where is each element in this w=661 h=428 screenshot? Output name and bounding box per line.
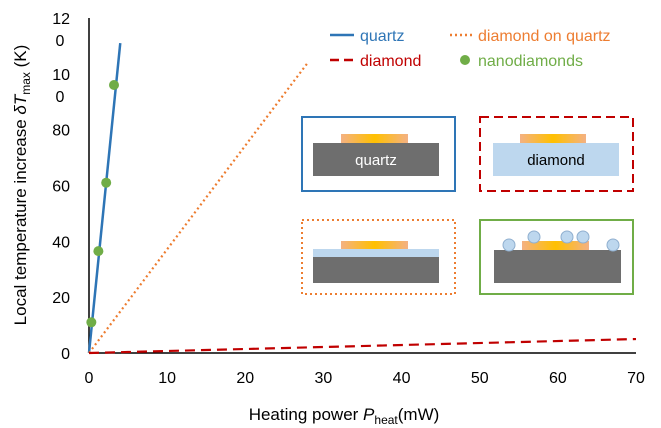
y-axis-label-main: Local temperature increase [11,115,30,326]
x-tick-label: 0 [85,370,94,387]
y-tick-label: 60 [52,179,70,196]
inset-diamond: diamond [479,116,634,192]
x-axis-label-sub: heat [374,413,398,427]
y-tick-label-wrap: 0 [56,33,65,50]
data-point-nanodiamonds [93,246,104,257]
x-axis-label: Heating power Pheat(mW) [249,405,440,427]
y-tick-label: 10 [52,67,70,84]
inset-nd-particle [606,238,620,252]
inset-quartz-heater [341,134,408,143]
x-tick-label: 30 [315,370,333,387]
y-tick-label: 0 [61,346,70,363]
x-axis-label-var: P [363,405,375,424]
y-tick-label: 12 [52,11,70,28]
y-axis-label: Local temperature increase δTmax (K) [11,45,33,326]
x-tick-label: 60 [549,370,567,387]
data-point-nanodiamonds [86,317,97,328]
x-axis-label-unit: (mW) [398,405,440,424]
inset-nd-particle [502,238,516,252]
inset-diamond-label: diamond [527,152,585,169]
series-line-quartz [87,42,122,354]
x-axis-label-main: Heating power [249,405,363,424]
inset-diamond-substrate [493,143,619,176]
inset-doq-diamond-layer [313,249,439,257]
inset-nd-particle [560,230,574,244]
legend: quartz diamond on quartz diamond nanodia… [330,28,611,70]
legend-label-quartz: quartz [360,28,404,45]
y-axis-label-var: δT [11,93,30,114]
y-tick-labels: 0 20 40 60 80 10 12 0 0 [52,11,70,363]
inset-quartz-label: quartz [355,152,397,169]
x-tick-label: 40 [393,370,411,387]
inset-nd-particle [527,230,541,244]
legend-label-diamond-on-quartz: diamond on quartz [478,28,611,45]
inset-doq-substrate [313,257,439,283]
inset-diamond-on-quartz [301,219,456,295]
y-tick-label: 20 [52,290,70,307]
data-point-nanodiamonds [101,177,112,188]
legend-label-nanodiamonds: nanodiamonds [478,53,583,70]
inset-doq-heater [341,241,408,249]
inset-nd-substrate [494,250,621,283]
y-tick-label: 40 [52,234,70,251]
data-point-nanodiamonds [109,80,120,90]
x-tick-label: 20 [236,370,254,387]
series-line-diamond-on-quartz [88,62,309,354]
legend-swatch-nanodiamonds [460,55,470,65]
plot-area [88,18,636,354]
y-axis-label-sub: max [19,72,33,95]
x-tick-labels: 0 10 20 30 40 50 60 70 [85,370,645,387]
y-axis-label-unit: (K) [11,45,30,72]
schematic-insets: quartz diamond [301,116,634,295]
legend-label-diamond: diamond [360,53,421,70]
y-tick-label: 80 [52,123,70,140]
x-tick-label: 70 [627,370,645,387]
inset-quartz-substrate [313,143,439,176]
inset-nd-particle [576,230,590,244]
inset-nanodiamonds [479,219,634,295]
series-layer [86,42,637,355]
inset-diamond-heater [520,134,586,143]
inset-quartz: quartz [301,116,456,192]
inset-nd-heater [522,241,589,250]
x-tick-label: 10 [158,370,176,387]
y-tick-label-wrap: 0 [56,89,65,106]
series-line-diamond [88,337,637,355]
x-tick-label: 50 [471,370,489,387]
